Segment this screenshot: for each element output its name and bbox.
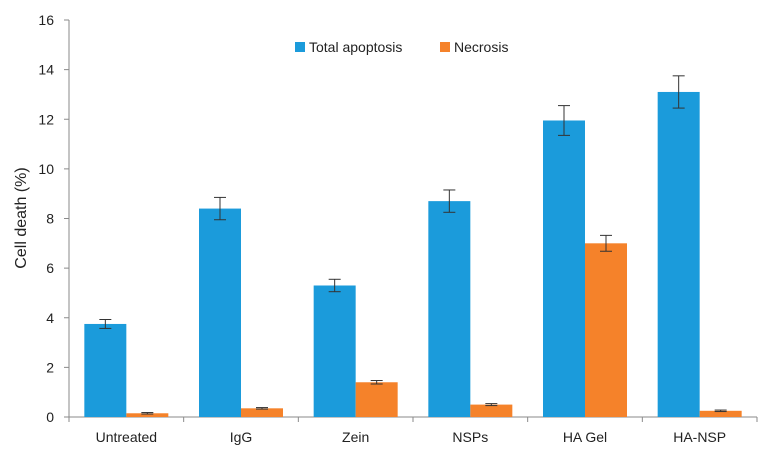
y-tick-label: 12 (38, 111, 54, 127)
bar-necrosis-nsps (470, 404, 513, 417)
legend-swatch-necrosis (440, 42, 450, 52)
y-tick-label: 16 (38, 12, 54, 28)
x-axis: Untreated IgG Zein NSPs HA Gel HA-NSP (68, 416, 758, 445)
y-axis-title: Cell death (%) (13, 167, 30, 268)
y-tick-label: 8 (46, 211, 54, 227)
bar-total-apoptosis-untreated (84, 323, 127, 417)
y-tick-label: 2 (46, 359, 54, 375)
bar-total-apoptosis-igg (199, 208, 241, 417)
error-bar-necrosis-ha-nsp (714, 409, 727, 413)
error-bar-necrosis-untreated (141, 412, 154, 415)
error-bar-total-apoptosis-ha-nsp (672, 75, 685, 109)
error-bar-necrosis-zein (370, 380, 383, 385)
legend-label-necrosis: Necrosis (454, 39, 508, 55)
y-tick-label: 10 (38, 161, 54, 177)
bar-total-apoptosis-nsps (428, 201, 471, 417)
bar-total-apoptosis-ha-gel (543, 120, 585, 417)
bar-necrosis-zein (355, 382, 398, 417)
error-bars-group (99, 75, 727, 415)
x-tick-label-ha-nsp: HA-NSP (673, 429, 726, 445)
legend: Total apoptosis Necrosis (295, 39, 508, 55)
bar-necrosis-ha-gel (585, 243, 627, 417)
y-axis: 0 2 4 6 8 10 12 14 16 (38, 12, 70, 425)
x-tick-label-nsps: NSPs (452, 429, 488, 445)
x-tick-label-untreated: Untreated (96, 429, 157, 445)
error-bar-total-apoptosis-untreated (99, 318, 112, 329)
y-tick-label: 6 (46, 260, 54, 276)
error-bar-total-apoptosis-igg (214, 196, 226, 221)
y-tick-label: 0 (46, 409, 54, 425)
y-tick-label: 4 (46, 310, 54, 326)
error-bar-total-apoptosis-zein (328, 278, 341, 293)
bar-total-apoptosis-zein (313, 285, 356, 417)
bar-necrosis-ha-nsp (699, 410, 742, 417)
bar-necrosis-untreated (126, 413, 169, 417)
error-bar-necrosis-ha-gel (600, 234, 612, 252)
x-tick-label-igg: IgG (230, 429, 253, 445)
error-bar-total-apoptosis-nsps (443, 189, 456, 213)
bar-necrosis-igg (241, 408, 283, 417)
error-bar-total-apoptosis-ha-gel (558, 105, 570, 136)
x-tick-label-zein: Zein (342, 429, 369, 445)
error-bar-necrosis-nsps (485, 403, 498, 407)
error-bar-necrosis-igg (256, 407, 268, 410)
y-tick-label: 14 (38, 62, 54, 78)
bar-total-apoptosis-ha-nsp (657, 91, 700, 418)
legend-label-total-apoptosis: Total apoptosis (309, 39, 402, 55)
x-tick-label-ha-gel: HA Gel (563, 429, 607, 445)
legend-swatch-total-apoptosis (295, 42, 305, 52)
bars-group (84, 91, 742, 418)
